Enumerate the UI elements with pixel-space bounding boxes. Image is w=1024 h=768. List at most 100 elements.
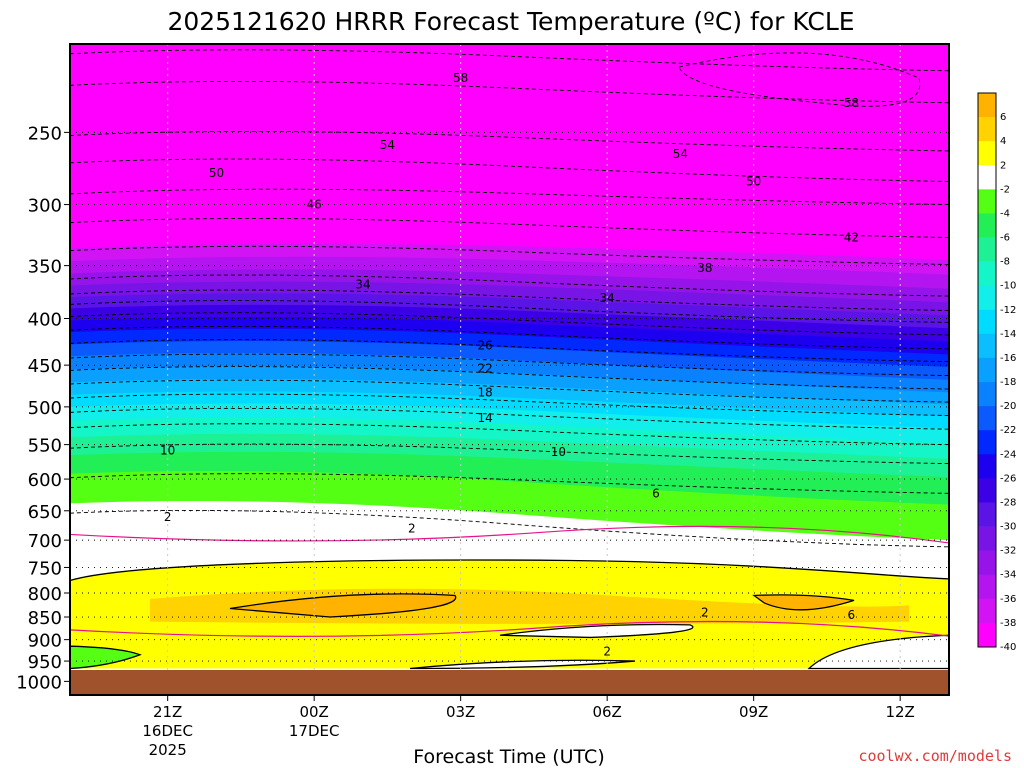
colorbar-swatch (978, 141, 996, 166)
isotherm-label: 54 (380, 138, 395, 152)
colorbar-label: -24 (1000, 449, 1016, 460)
colorbar-swatch (978, 478, 996, 503)
colorbar-label: -22 (1000, 425, 1016, 436)
y-axis: 2503003504004505005506006507007508008509… (16, 123, 70, 693)
x-tick-label: 17DEC (289, 722, 340, 740)
colorbar-frame (977, 92, 997, 648)
x-tick-label: 06Z (592, 703, 621, 721)
isotherm-line (678, 52, 921, 107)
isotherm-label: 34 (600, 291, 615, 305)
plot-frame (69, 43, 950, 696)
colorbar-label: -12 (1000, 305, 1016, 316)
y-tick-label: 400 (28, 310, 62, 331)
x-tick-label: 16DEC (142, 722, 193, 740)
isotherm-label: 46 (307, 198, 322, 212)
y-tick-label: 800 (28, 584, 62, 605)
isotherm-line (69, 407, 950, 430)
colorbar-swatch (978, 165, 996, 190)
isotherm-line (69, 274, 950, 297)
colorbar-label: 6 (1000, 112, 1006, 123)
y-tick-label: 650 (28, 502, 62, 523)
colorbar-swatch (978, 550, 996, 576)
y-tick-label: 600 (28, 470, 62, 491)
isotherm-line (69, 130, 950, 152)
colorbar-swatch (978, 261, 996, 286)
colorbar-label: -8 (1000, 257, 1010, 268)
colorbar-swatch (978, 382, 996, 407)
y-tick-label: 900 (28, 631, 62, 652)
colorbar-label: -36 (1000, 594, 1016, 605)
x-tick-label: 09Z (739, 703, 768, 721)
isotherm-line (69, 366, 950, 390)
isotherm-line (69, 188, 950, 206)
isotherm-label: 18 (477, 385, 492, 399)
isotherm-line (69, 158, 950, 182)
isotherm-line (69, 300, 950, 323)
colorbar-label: -16 (1000, 353, 1016, 364)
isotherm-line (69, 353, 950, 377)
y-tick-label: 450 (28, 356, 62, 377)
chart-title: 2025121620 HRRR Forecast Temperature (ºC… (167, 7, 854, 36)
colorbar-swatch (978, 357, 996, 383)
x-axis-label: Forecast Time (UTC) (413, 746, 604, 768)
isotherm-line (69, 325, 950, 350)
colorbar-swatch (978, 309, 996, 335)
isotherm-line (69, 80, 950, 104)
freezing-line (69, 525, 950, 544)
colorbar-swatch (978, 502, 996, 527)
isotherm-label: 58 (453, 71, 468, 85)
isotherm-label: 10 (551, 445, 566, 459)
isotherm-line (69, 423, 950, 446)
isotherm-lines (69, 49, 950, 637)
isotherm-label: 10 (160, 443, 175, 457)
y-tick-label: 250 (28, 123, 62, 144)
isotherm-line (69, 312, 950, 336)
isotherm-line (69, 379, 950, 403)
colorbar-swatch (978, 574, 996, 600)
colorbar-swatch (978, 237, 996, 262)
colorbar-swatch (978, 333, 996, 359)
x-tick-label: 00Z (299, 703, 328, 721)
isotherm-label: 2 (603, 644, 611, 658)
grid-lines (70, 44, 949, 695)
isotherm-label: 42 (844, 230, 859, 244)
y-tick-label: 750 (28, 558, 62, 579)
isotherm-line (69, 339, 950, 363)
isotherm-label: 50 (209, 166, 224, 180)
colorbar-label: 4 (1000, 136, 1006, 147)
colorbar-label: -32 (1000, 546, 1016, 557)
colorbar-label: -38 (1000, 618, 1016, 629)
isotherm-label: 38 (697, 261, 712, 275)
isotherm-line (69, 393, 950, 416)
colorbar-label: -20 (1000, 401, 1016, 412)
isotherm-label: 22 (477, 362, 492, 376)
colorbar-label: -34 (1000, 570, 1016, 581)
y-tick-label: 350 (28, 257, 62, 278)
colorbar-swatch (978, 117, 996, 142)
y-tick-label: 700 (28, 531, 62, 552)
colorbar: 6 4 2 -2 -4 -6 -8 -10 -12 -14 -16 -18 -20 -22 -24 -26 -2… (977, 92, 1016, 653)
colorbar-label: -30 (1000, 522, 1016, 533)
isotherm-line (69, 509, 950, 548)
y-tick-label: 1000 (16, 672, 62, 693)
colorbar-swatch (978, 189, 996, 214)
isotherm-label: 2 (408, 522, 416, 536)
y-tick-label: 500 (28, 398, 62, 419)
colorbar-label: -40 (1000, 642, 1016, 653)
colorbar-label: -2 (1000, 184, 1010, 195)
cold-pocket (69, 645, 142, 670)
colorbar-swatch (978, 430, 996, 455)
colorbar-swatch (978, 454, 996, 479)
isotherm-label: 26 (477, 338, 492, 352)
isotherm-line (69, 245, 950, 265)
y-tick-label: 300 (28, 196, 62, 217)
colorbar-swatch (978, 213, 996, 238)
isotherm-line (69, 443, 950, 465)
colorbar-label: -4 (1000, 208, 1010, 219)
x-tick-label: 21Z (153, 703, 182, 721)
x-tick-label: 2025 (149, 741, 187, 759)
cold-pocket (409, 659, 636, 670)
